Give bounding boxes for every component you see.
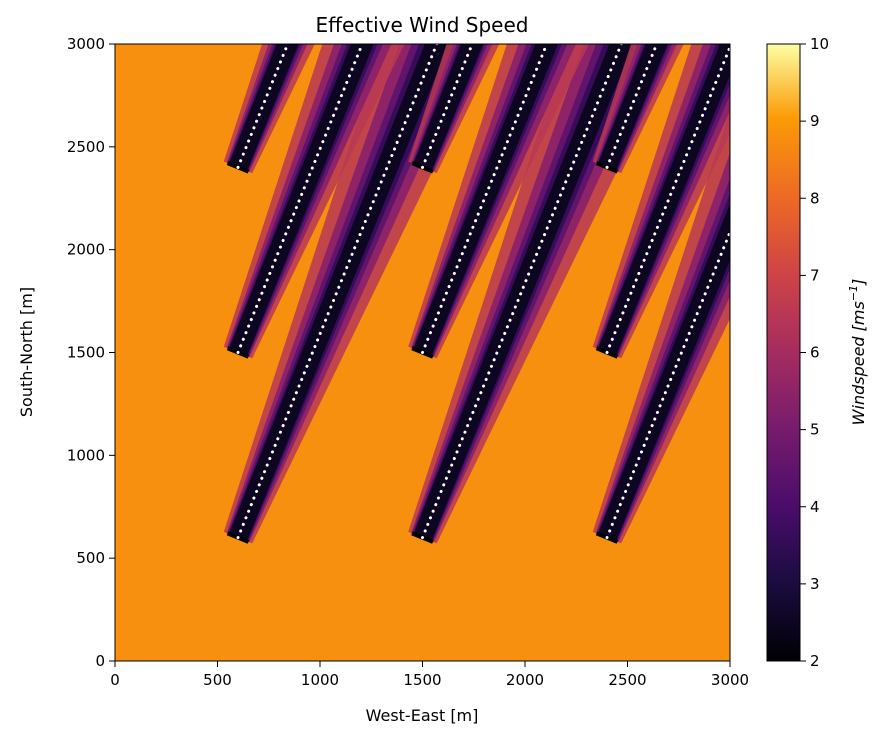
colorbar-tick-label: 4 (810, 498, 820, 516)
wake-contour (592, 110, 730, 544)
wake-contour (595, 152, 730, 543)
colorbar-label: Windspeed [ms−1] (847, 279, 868, 426)
x-tick-label: 500 (203, 671, 232, 689)
colorbar-tick-label: 2 (810, 652, 820, 670)
colorbar-label-exponent: −1 (847, 285, 860, 301)
colorbar-tick-label: 6 (810, 344, 820, 362)
x-axis-label: West-East [m] (366, 706, 479, 725)
wake-contour (413, 44, 634, 542)
colorbar-fill (766, 43, 801, 662)
chart-title: Effective Wind Speed (316, 13, 529, 37)
turbine-wake (223, 44, 315, 174)
colorbar-label-unit: ms (849, 301, 868, 325)
y-tick-label: 0 (95, 652, 105, 670)
colorbar-tick-label: 8 (810, 189, 820, 207)
y-tick-label: 2000 (67, 241, 105, 259)
x-tick-label: 2500 (608, 671, 646, 689)
wake-contour (597, 203, 730, 542)
wake-contour (413, 44, 484, 172)
wake-field (223, 44, 730, 544)
wake-contour (413, 44, 559, 357)
colorbar: 2 3 4 5 6 7 8 9 10 Windspeed [ms−1] (766, 35, 868, 670)
colorbar-tick-label: 10 (810, 35, 829, 53)
plot-area (114, 43, 731, 662)
y-tick-label: 1500 (67, 344, 105, 362)
colorbar-tick-label: 9 (810, 112, 820, 130)
colorbar-tick-label: 3 (810, 575, 820, 593)
x-tick-label: 2000 (506, 671, 544, 689)
y-tick-label: 1000 (67, 446, 105, 464)
y-tick-label: 500 (76, 549, 105, 567)
turbine-wake (408, 44, 679, 544)
turbine-wake (223, 44, 495, 544)
wake-contour (228, 44, 374, 357)
wake-contour (228, 44, 449, 542)
y-axis-label: South-North [m] (17, 287, 36, 417)
x-axis: 0 500 1000 1500 2000 2500 3000 (110, 661, 749, 689)
x-tick-label: 3000 (711, 671, 749, 689)
x-tick-label: 1500 (403, 671, 441, 689)
wake-contour (597, 44, 668, 172)
x-tick-label: 0 (110, 671, 120, 689)
colorbar-tick-label: 7 (810, 266, 820, 284)
turbine-wake (408, 44, 589, 359)
colorbar-label-prefix: Windspeed [ (849, 324, 868, 425)
turbine-wake (592, 110, 730, 544)
wake-contour (597, 44, 730, 357)
wake-contour (228, 44, 299, 172)
turbine-wake (592, 44, 684, 174)
turbine-wake (592, 44, 730, 359)
x-tick-label: 1000 (301, 671, 339, 689)
turbine-wake (408, 44, 500, 174)
y-tick-label: 2500 (67, 138, 105, 156)
colorbar-tick-label: 5 (810, 421, 820, 439)
y-tick-label: 3000 (67, 35, 105, 53)
colorbar-ticks: 2 3 4 5 6 7 8 9 10 (800, 35, 829, 670)
y-axis: 0 500 1000 1500 2000 2500 3000 (67, 35, 115, 670)
colorbar-label-suffix: ] (849, 279, 868, 286)
turbine-wake (223, 44, 405, 359)
